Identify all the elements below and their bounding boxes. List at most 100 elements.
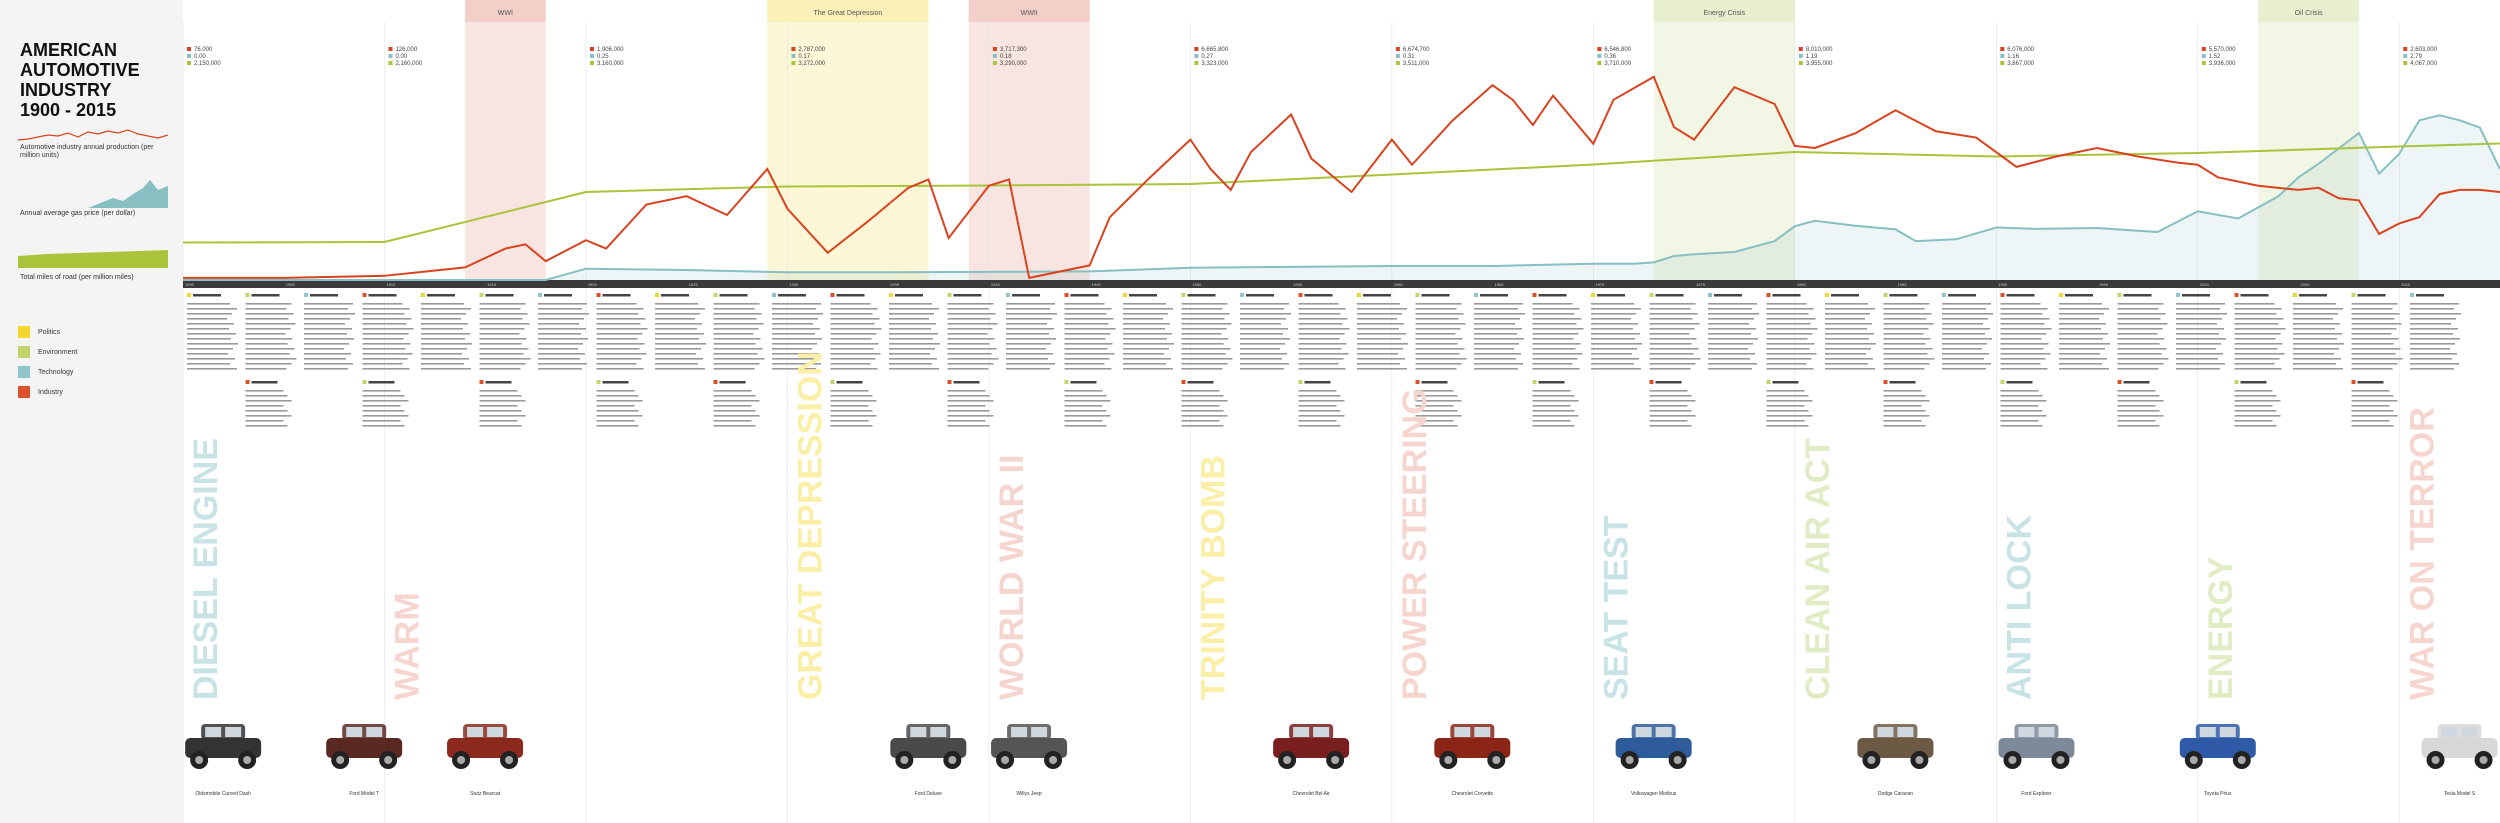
event-text-line: [1766, 358, 1812, 360]
event-text-line: [830, 338, 872, 340]
watermark-word: CLEAN AIR ACT: [1799, 438, 1837, 700]
event-text-line: [1415, 328, 1461, 330]
event-heading: [427, 294, 455, 297]
event-text-line: [187, 308, 237, 310]
event-text-line: [479, 353, 524, 355]
car-hubcap: [195, 756, 204, 764]
event-text-line: [2234, 308, 2282, 310]
car-hubcap: [2479, 756, 2488, 764]
event-text-line: [1825, 363, 1868, 365]
event-text-line: [1298, 405, 1337, 407]
event-text-line: [2000, 368, 2048, 370]
event-text-line: [1591, 363, 1634, 365]
stat-value: 6,076,000: [2007, 47, 2034, 53]
event-text-line: [2234, 368, 2282, 370]
timeline-year: 1990: [1998, 282, 2008, 287]
event-text-line: [1649, 368, 1691, 370]
event-text-line: [596, 358, 642, 360]
event-text-line: [421, 338, 465, 340]
event-text-line: [421, 328, 463, 330]
event-text-line: [362, 343, 411, 345]
event-heading: [1246, 294, 1274, 297]
event-text-line: [1942, 343, 1987, 345]
stat-value: 76,000: [194, 47, 213, 53]
event-text-line: [1825, 343, 1876, 345]
stat-swatch: [1798, 61, 1803, 65]
event-text-line: [362, 405, 401, 407]
event-text-line: [947, 368, 989, 370]
event-text-line: [245, 358, 297, 360]
car-window: [1454, 727, 1471, 737]
title-line: 1900 - 2015: [20, 100, 117, 120]
event-text-line: [2351, 303, 2398, 305]
event-text-line: [655, 363, 698, 365]
event-text-line: [1766, 390, 1805, 392]
event-text-line: [830, 410, 873, 412]
event-text-line: [2176, 308, 2220, 310]
event-text-line: [1181, 353, 1226, 355]
event-heading: [368, 381, 395, 384]
event-text-line: [830, 348, 874, 350]
event-text-line: [421, 318, 461, 320]
event-text-line: [1591, 343, 1642, 345]
event-text-line: [538, 323, 579, 325]
event-text-line: [2000, 338, 2042, 340]
event-text-line: [1766, 363, 1807, 365]
event-text-line: [1883, 303, 1930, 305]
category-label: Environment: [38, 348, 78, 356]
timeline-year: 1995: [2099, 282, 2109, 287]
event-text-line: [2176, 328, 2224, 330]
event-text-line: [479, 303, 526, 305]
event-text-line: [2000, 358, 2046, 360]
event-text-line: [596, 425, 639, 427]
event-text-line: [1942, 318, 1988, 320]
event-text-line: [1298, 333, 1345, 335]
event-text-line: [655, 313, 700, 315]
car-illustration: Tesla Model S: [2421, 724, 2498, 797]
event-text-line: [538, 368, 582, 370]
event-text-line: [1883, 323, 1934, 325]
event-text-line: [947, 338, 995, 340]
event-text-line: [1357, 333, 1406, 335]
event-text-line: [1064, 410, 1107, 412]
event-text-line: [830, 405, 869, 407]
event-text-line: [1649, 358, 1701, 360]
event-text-line: [947, 425, 990, 427]
car-hubcap: [900, 756, 909, 764]
event-text-line: [2410, 333, 2453, 335]
event-text-line: [2234, 425, 2277, 427]
car-hubcap: [2431, 756, 2440, 764]
event-text-line: [1240, 328, 1288, 330]
event-marker: [2234, 380, 2239, 384]
event-text-line: [2000, 363, 2041, 365]
event-text-line: [947, 343, 990, 345]
industry-swatch: [18, 386, 30, 398]
timeline-year: 1900: [185, 282, 195, 287]
car-window: [1011, 727, 1028, 737]
event-text-line: [1766, 405, 1805, 407]
event-text-line: [830, 318, 880, 320]
event-text-line: [2293, 343, 2344, 345]
timeline-year: 1985: [1898, 282, 1908, 287]
event-text-line: [1240, 308, 1284, 310]
stat-swatch: [1597, 47, 1602, 51]
car-hubcap: [457, 756, 466, 764]
event-text-line: [2117, 353, 2162, 355]
event-text-line: [1064, 333, 1111, 335]
event-text-line: [421, 323, 468, 325]
car-window: [467, 727, 484, 737]
event-text-line: [830, 308, 878, 310]
timeline-year: 1980: [1797, 282, 1807, 287]
category-technology: Technology: [18, 366, 73, 378]
event-text-line: [187, 358, 235, 360]
period-band: [2258, 0, 2359, 280]
timeline-year: 1935: [890, 282, 900, 287]
event-text-line: [772, 308, 816, 310]
event-text-line: [2117, 415, 2164, 417]
event-text-line: [713, 363, 760, 365]
event-heading: [836, 294, 865, 297]
event-text-line: [421, 363, 464, 365]
event-text-line: [245, 323, 296, 325]
event-text-line: [1883, 405, 1922, 407]
event-text-line: [2351, 313, 2400, 315]
